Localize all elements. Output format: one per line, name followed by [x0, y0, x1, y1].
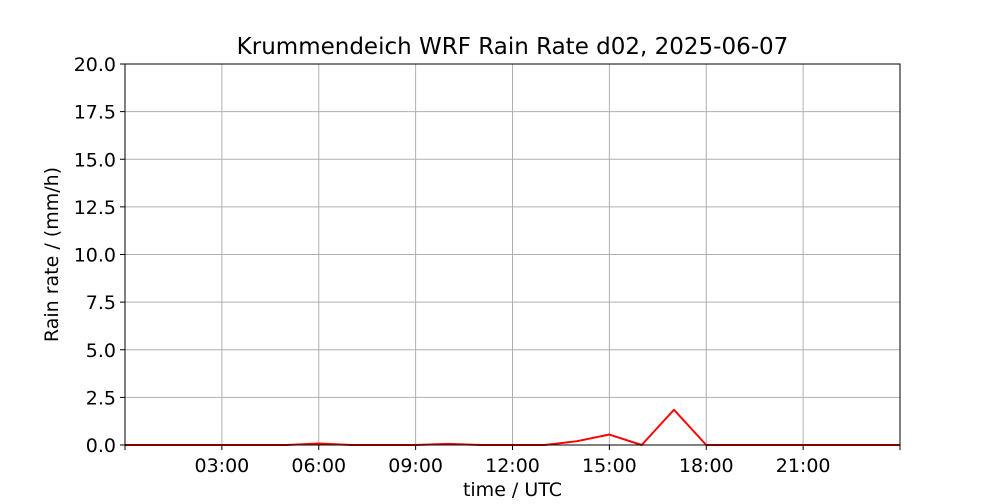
x-tick-label: 06:00	[291, 455, 346, 477]
x-axis-label: time / UTC	[463, 479, 562, 500]
x-tick-label: 21:00	[776, 455, 831, 477]
chart-title: Krummendeich WRF Rain Rate d02, 2025-06-…	[237, 34, 789, 60]
y-tick-label: 7.5	[86, 292, 116, 314]
x-tick-label: 15:00	[582, 455, 637, 477]
y-tick-label: 0.0	[86, 435, 116, 457]
grid	[125, 63, 900, 446]
y-tick-label: 17.5	[74, 102, 116, 124]
x-tick-label: 12:00	[485, 455, 540, 477]
x-tick-label: 18:00	[679, 455, 734, 477]
y-tick-label: 10.0	[74, 245, 116, 267]
x-tick-label: 03:00	[194, 455, 249, 477]
y-tick-label: 2.5	[86, 387, 116, 409]
y-tick-label: 20.0	[74, 54, 116, 76]
y-axis-label: Rain rate / (mm/h)	[41, 167, 63, 342]
ticks-layer: 0.0 2.5 5.0 7.5 10.0 12.5 15.0 17.5 20.0 03:00 06:…	[74, 54, 901, 477]
x-tick-label: 09:00	[388, 455, 443, 477]
y-tick-label: 5.0	[86, 340, 116, 362]
y-tick-label: 12.5	[74, 197, 116, 219]
y-tick-label: 15.0	[74, 149, 116, 171]
